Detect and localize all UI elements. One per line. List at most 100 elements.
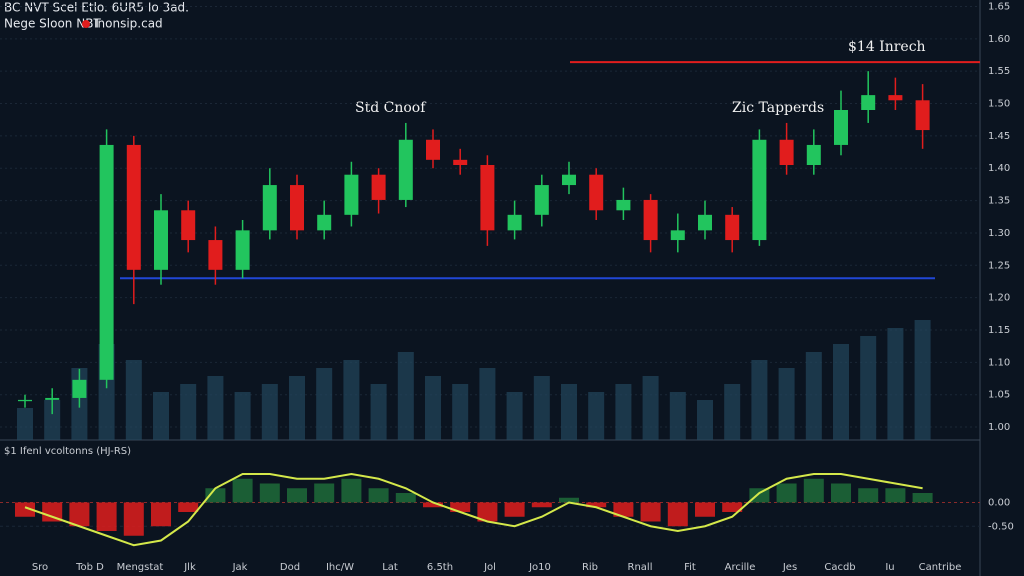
histogram-bar: [151, 502, 171, 527]
y-tick-label: -0.50: [988, 521, 1014, 532]
annotation: $14 Inrech: [848, 39, 926, 55]
volume-bar: [425, 376, 441, 440]
histogram-bar: [640, 502, 661, 522]
volume-bar: [506, 392, 523, 440]
x-tick-label: Cacdb: [824, 562, 855, 573]
y-tick-label: 1.05: [988, 390, 1010, 401]
volume-bar: [669, 392, 686, 440]
volume-bar: [343, 360, 360, 440]
candle-body: [371, 174, 386, 200]
volume-bar: [887, 328, 904, 440]
y-tick-label: 0.00: [988, 498, 1010, 509]
volume-bar: [17, 408, 33, 440]
histogram-bar: [831, 483, 851, 503]
histogram-bar: [42, 502, 63, 522]
candle-body: [752, 139, 767, 241]
histogram-bar: [69, 502, 90, 527]
candle-body: [643, 199, 658, 241]
histogram-bar: [776, 483, 797, 503]
candle-body: [126, 144, 141, 270]
header-status: Inonsip.cad: [94, 17, 163, 31]
histogram-bar: [613, 502, 634, 517]
volume-bar: [479, 368, 496, 440]
y-tick-label: 1.35: [988, 196, 1010, 207]
y-tick-label: 1.60: [988, 34, 1010, 45]
x-tick-label: Arcille: [725, 562, 756, 573]
y-tick-label: 1.00: [988, 422, 1010, 433]
volume-bar: [615, 384, 632, 440]
candle-body: [154, 210, 168, 270]
volume-bar: [724, 384, 741, 440]
volume-bar: [261, 384, 278, 440]
histogram-bar: [803, 478, 824, 503]
histogram-bar: [667, 502, 688, 527]
x-tick-label: Rnall: [628, 562, 653, 573]
histogram-bar: [531, 502, 552, 508]
histogram-bar: [858, 488, 879, 503]
y-tick-label: 1.50: [988, 99, 1010, 110]
y-tick-label: 1.10: [988, 357, 1010, 368]
histogram-bar: [341, 478, 362, 503]
candle-body: [779, 139, 794, 165]
x-tick-label: Sro: [32, 562, 48, 573]
histogram-bar: [912, 493, 933, 503]
candle-body: [317, 214, 332, 231]
candle-body: [616, 199, 631, 211]
volume-bar: [697, 400, 713, 440]
volume-bar: [180, 384, 197, 440]
volume-bar: [588, 392, 605, 440]
status-dot: [82, 20, 90, 28]
x-tick-label: Cantribe: [919, 562, 962, 573]
x-tick-label: Rib: [582, 562, 598, 573]
candle-body: [725, 214, 740, 241]
volume-bar: [778, 368, 795, 440]
volume-bar: [370, 384, 387, 440]
x-tick-label: Jo10: [528, 562, 551, 573]
volume-bar: [153, 392, 169, 440]
histogram-bar: [504, 502, 525, 517]
candle-body: [507, 214, 522, 231]
volume-bar: [805, 352, 822, 440]
histogram-bar: [695, 502, 715, 517]
candle-body: [915, 100, 930, 131]
candle-body: [45, 397, 60, 400]
candle-body: [562, 174, 576, 186]
x-tick-label: Jak: [232, 562, 248, 573]
candle-body: [262, 185, 277, 231]
histogram-bar: [178, 502, 199, 512]
x-tick-label: Lat: [382, 562, 398, 573]
histogram-bar: [559, 497, 579, 503]
x-tick-label: Iu: [885, 562, 894, 573]
candle-body: [290, 185, 304, 231]
candle-body: [99, 144, 114, 380]
y-tick-label: 1.25: [988, 260, 1010, 271]
histogram-bar: [259, 483, 280, 503]
y-tick-label: 1.20: [988, 293, 1010, 304]
volume-bar: [860, 336, 877, 440]
histogram-bar: [885, 488, 906, 503]
x-tick-label: Mengstat: [117, 562, 164, 573]
x-tick-label: 6.5th: [427, 562, 453, 573]
x-tick-label: Jes: [782, 562, 797, 573]
signal-line: [24, 472, 923, 547]
candle-body: [426, 139, 440, 160]
y-tick-label: 1.40: [988, 163, 1010, 174]
histogram-bar: [477, 502, 498, 522]
volume-bar: [452, 384, 469, 440]
x-tick-label: Ihc/W: [326, 562, 354, 573]
histogram-bar: [749, 488, 770, 503]
volume-bar: [44, 400, 61, 440]
candle-body: [344, 174, 359, 215]
histogram-bar: [314, 483, 335, 503]
candle-body: [670, 230, 685, 241]
candle-body: [480, 165, 495, 231]
histogram-bar: [395, 493, 416, 503]
histogram-bar: [368, 488, 389, 503]
volume-bar: [234, 392, 251, 440]
histogram-bar: [423, 502, 443, 508]
volume-bar: [316, 368, 333, 440]
candle-body: [806, 144, 821, 165]
volume-bar: [914, 320, 931, 440]
